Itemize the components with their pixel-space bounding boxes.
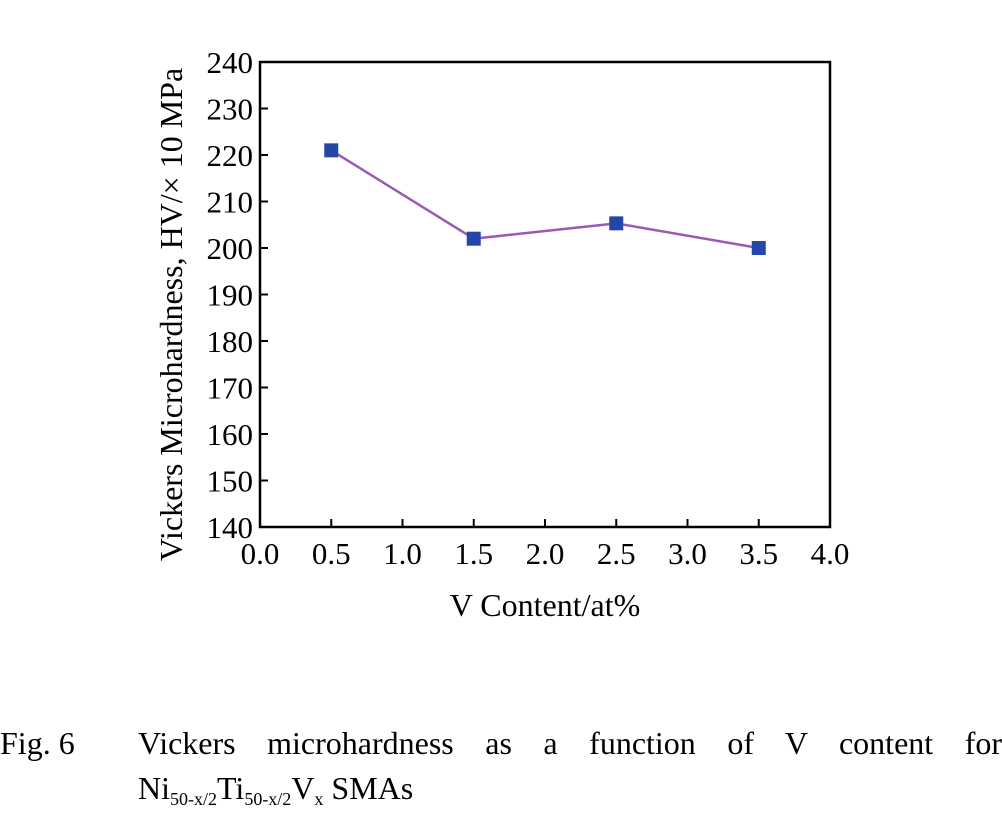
formula-ti: Ti (217, 770, 245, 806)
data-point (609, 216, 624, 231)
x-tick-label: 0.0 (241, 536, 280, 571)
caption-text: Vickers microhardness as a function of V… (138, 725, 1002, 761)
x-tick-label: 1.5 (454, 536, 493, 571)
caption-label: Fig. 6 (0, 725, 75, 761)
y-ticks: 140 150 160 170 180 190 200 210 220 230 240 (207, 45, 268, 545)
x-tick-label: 4.0 (811, 536, 850, 571)
x-tick-label: 0.5 (312, 536, 351, 571)
caption-formula: Ni50-x/2Ti50-x/2Vx SMAs (0, 763, 1002, 824)
x-tick-label: 3.0 (668, 536, 707, 571)
formula-tail: SMAs (323, 770, 414, 806)
data-point (751, 241, 766, 255)
chart: Vickers Microhardness, HV/× 10 MPa V Con… (153, 45, 850, 623)
x-tick-label: 2.0 (526, 536, 565, 571)
y-tick-label: 180 (207, 324, 254, 359)
x-tick-label: 2.5 (597, 536, 636, 571)
formula-ti-sub: 50-x/2 (244, 789, 292, 809)
formula-ni: Ni (138, 770, 170, 806)
plot-frame (258, 60, 832, 529)
figure-caption: Fig. 6 Vickers microhardness as a functi… (0, 718, 1002, 824)
y-tick-label: 190 (207, 278, 254, 313)
y-tick-label: 170 (207, 371, 254, 406)
x-axis-label: V Content/at% (450, 587, 641, 623)
y-tick-label: 210 (207, 185, 254, 220)
y-tick-label: 240 (207, 45, 254, 80)
y-tick-label: 220 (207, 138, 254, 173)
formula-ni-sub: 50-x/2 (170, 789, 217, 809)
series-line (330, 149, 759, 250)
x-tick-label: 3.5 (739, 536, 778, 571)
y-tick-label: 160 (207, 417, 254, 452)
formula-v-sub: x (314, 789, 324, 809)
y-axis-label: Vickers Microhardness, HV/× 10 MPa (153, 68, 189, 561)
formula-v: V (291, 770, 315, 806)
data-point (466, 231, 481, 246)
y-tick-label: 150 (207, 464, 254, 499)
x-tick-label: 1.0 (383, 536, 422, 571)
x-ticks: 0.0 0.5 1.0 1.5 2.0 2.5 3.0 3.5 4.0 (241, 519, 850, 571)
data-markers (324, 143, 766, 255)
y-tick-label: 230 (207, 92, 254, 127)
y-tick-label: 200 (207, 231, 254, 266)
data-point (324, 143, 339, 158)
y-tick-label: 140 (207, 510, 254, 545)
